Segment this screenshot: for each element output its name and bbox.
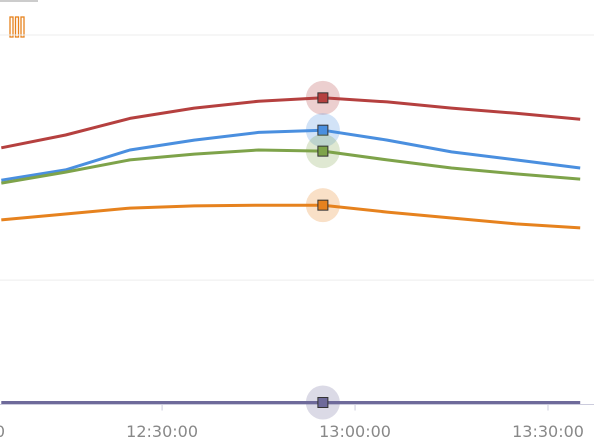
hover-marker <box>317 124 329 136</box>
hover-marker <box>317 92 329 104</box>
x-tick-label: 13:30:00 <box>512 422 584 441</box>
series-line <box>1 96 581 150</box>
icon-bar <box>9 16 14 38</box>
series-line <box>1 128 581 182</box>
hover-marker <box>317 199 329 211</box>
x-tick-label: 12:30:00 <box>126 422 198 441</box>
series-line <box>1 203 581 230</box>
series-line <box>1 148 581 185</box>
x-tick-label: 13:00:00 <box>319 422 391 441</box>
toolbar-icon[interactable] <box>0 0 38 38</box>
icon-bar <box>20 16 25 38</box>
hover-marker <box>317 145 329 157</box>
hover-marker <box>317 397 329 408</box>
x-tick-label: 12:00:00 <box>0 422 5 441</box>
icon-bar <box>14 16 20 38</box>
